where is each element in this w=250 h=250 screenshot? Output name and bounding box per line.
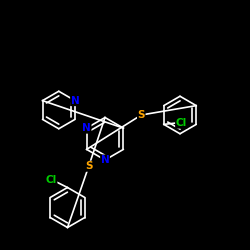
Text: S: S	[138, 110, 145, 120]
Text: N: N	[100, 155, 110, 165]
Text: N: N	[70, 96, 79, 106]
Text: Cl: Cl	[46, 175, 57, 185]
Text: N: N	[82, 123, 91, 133]
Text: S: S	[85, 161, 92, 171]
Text: Cl: Cl	[176, 118, 187, 128]
